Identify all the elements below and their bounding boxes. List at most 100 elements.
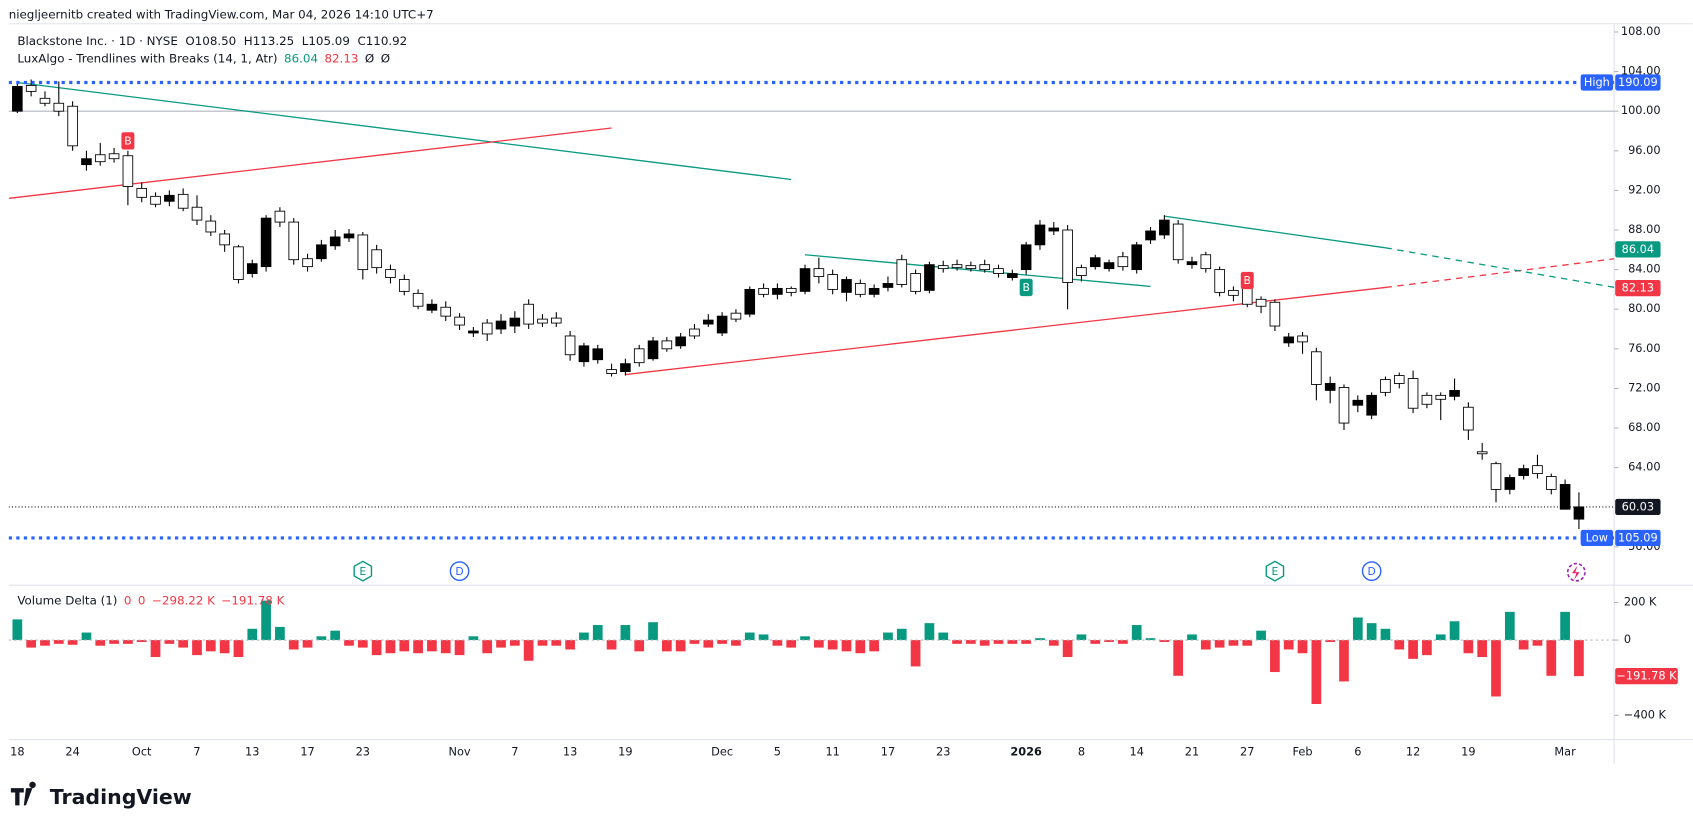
candle-body [1338, 386, 1350, 424]
candle-body [150, 195, 161, 205]
candle-body [1269, 301, 1281, 327]
candle-body [523, 303, 534, 325]
volume-bar [109, 640, 119, 644]
candle-body [772, 287, 783, 295]
candle-body [81, 158, 92, 166]
volume-bar [648, 622, 658, 641]
y-tick-label: 80.00 [1628, 301, 1660, 315]
volume-last-label: −191.78 K [1616, 669, 1677, 683]
volume-bar [454, 640, 465, 656]
volume-bar [496, 640, 506, 648]
candle-body [1449, 389, 1460, 397]
candle-body [191, 206, 203, 221]
candle-body [1324, 383, 1336, 391]
candle-body [1172, 223, 1184, 261]
volume-bar [896, 628, 907, 641]
candle-body [633, 348, 645, 364]
volume-bar [509, 640, 520, 646]
candle-body [53, 102, 65, 112]
symbol-title: Blackstone Inc. · 1D · NYSE [17, 34, 178, 48]
x-tick-label: 18 [10, 745, 24, 759]
candle-body [1020, 244, 1032, 271]
indicator-value: 82.13 [324, 51, 358, 65]
volume-bar [523, 640, 534, 661]
candle-body [1504, 477, 1516, 490]
y-tick-label: 104.00 [1621, 64, 1661, 78]
volume-bar [1408, 640, 1418, 659]
extreme-value-box [1615, 529, 1661, 547]
volume-bar [371, 640, 382, 656]
candle-body [481, 322, 493, 335]
volume-bar [316, 636, 327, 641]
candle-body [1545, 476, 1557, 490]
candle-body [343, 233, 355, 239]
volume-bar [1104, 640, 1114, 642]
volume-bar [385, 640, 396, 654]
candle-body [661, 340, 673, 350]
volume-tick-label: −400 K [1624, 707, 1667, 721]
candle-body [647, 340, 659, 360]
volume-bar [537, 640, 548, 646]
x-tick-label: 27 [1240, 745, 1254, 759]
volume-bar [440, 640, 451, 654]
candle-body [675, 336, 686, 347]
y-tick-label: 96.00 [1628, 143, 1660, 157]
news-icon[interactable] [1566, 562, 1586, 582]
candle-body [592, 348, 604, 361]
volume-bar [413, 640, 423, 654]
volume-bar [827, 640, 838, 650]
volume-bar [924, 623, 935, 641]
candle-body [1159, 219, 1170, 236]
candle-body [1476, 451, 1488, 455]
ohlc-value: O108.50 [185, 34, 236, 48]
candle-body [799, 268, 811, 292]
volume-bar [468, 636, 479, 641]
volume-bar [12, 619, 23, 641]
candle-body [440, 306, 452, 317]
x-tick-label: 7 [193, 745, 200, 759]
extreme-value: 190.09 [1618, 75, 1658, 89]
volume-bar [1574, 640, 1584, 677]
candle-body [385, 269, 396, 278]
candle-body [827, 274, 838, 290]
trendline-extension [1385, 258, 1615, 289]
volume-bar [1228, 640, 1239, 646]
candle-body [1393, 375, 1405, 384]
candle-body [1117, 256, 1129, 268]
candle-body [509, 317, 521, 327]
volume-bar [1352, 617, 1363, 641]
x-tick-label: 11 [825, 745, 839, 759]
y-tick-label: 100.00 [1621, 103, 1661, 117]
y-tick-label: 68.00 [1628, 420, 1660, 434]
volume-bar [1394, 640, 1405, 650]
candle-body [357, 234, 369, 271]
volume-bar [703, 640, 714, 648]
volume-bar [1532, 640, 1543, 646]
candle-body [1186, 261, 1198, 266]
volume-bar [1062, 640, 1073, 657]
volume-bar [1449, 621, 1460, 641]
volume-bar [399, 640, 410, 652]
x-tick-label: 7 [511, 745, 518, 759]
x-tick-label: 13 [245, 745, 259, 759]
trendline [1164, 215, 1386, 249]
x-tick-label: 6 [1354, 745, 1361, 759]
volume-bar [938, 632, 949, 641]
signal-letter: B [1022, 281, 1029, 294]
volume-bar [1518, 640, 1529, 650]
ohlc-value: C110.92 [357, 34, 407, 48]
candle-body [896, 259, 908, 285]
plot-area [8, 79, 1615, 705]
x-tick-label: 8 [1078, 745, 1085, 759]
x-tick-label: 23 [936, 745, 950, 759]
candle-body [620, 363, 631, 373]
ohlc-value: H113.25 [244, 34, 294, 48]
candle-body [1103, 262, 1115, 270]
candle-body [1559, 484, 1571, 510]
candle-body [302, 258, 313, 268]
volume-bar [565, 640, 575, 650]
candle-body [246, 263, 258, 274]
volume-bar [1477, 640, 1488, 657]
y-tick-label: 108.00 [1621, 24, 1661, 38]
candle-body [1407, 378, 1419, 409]
